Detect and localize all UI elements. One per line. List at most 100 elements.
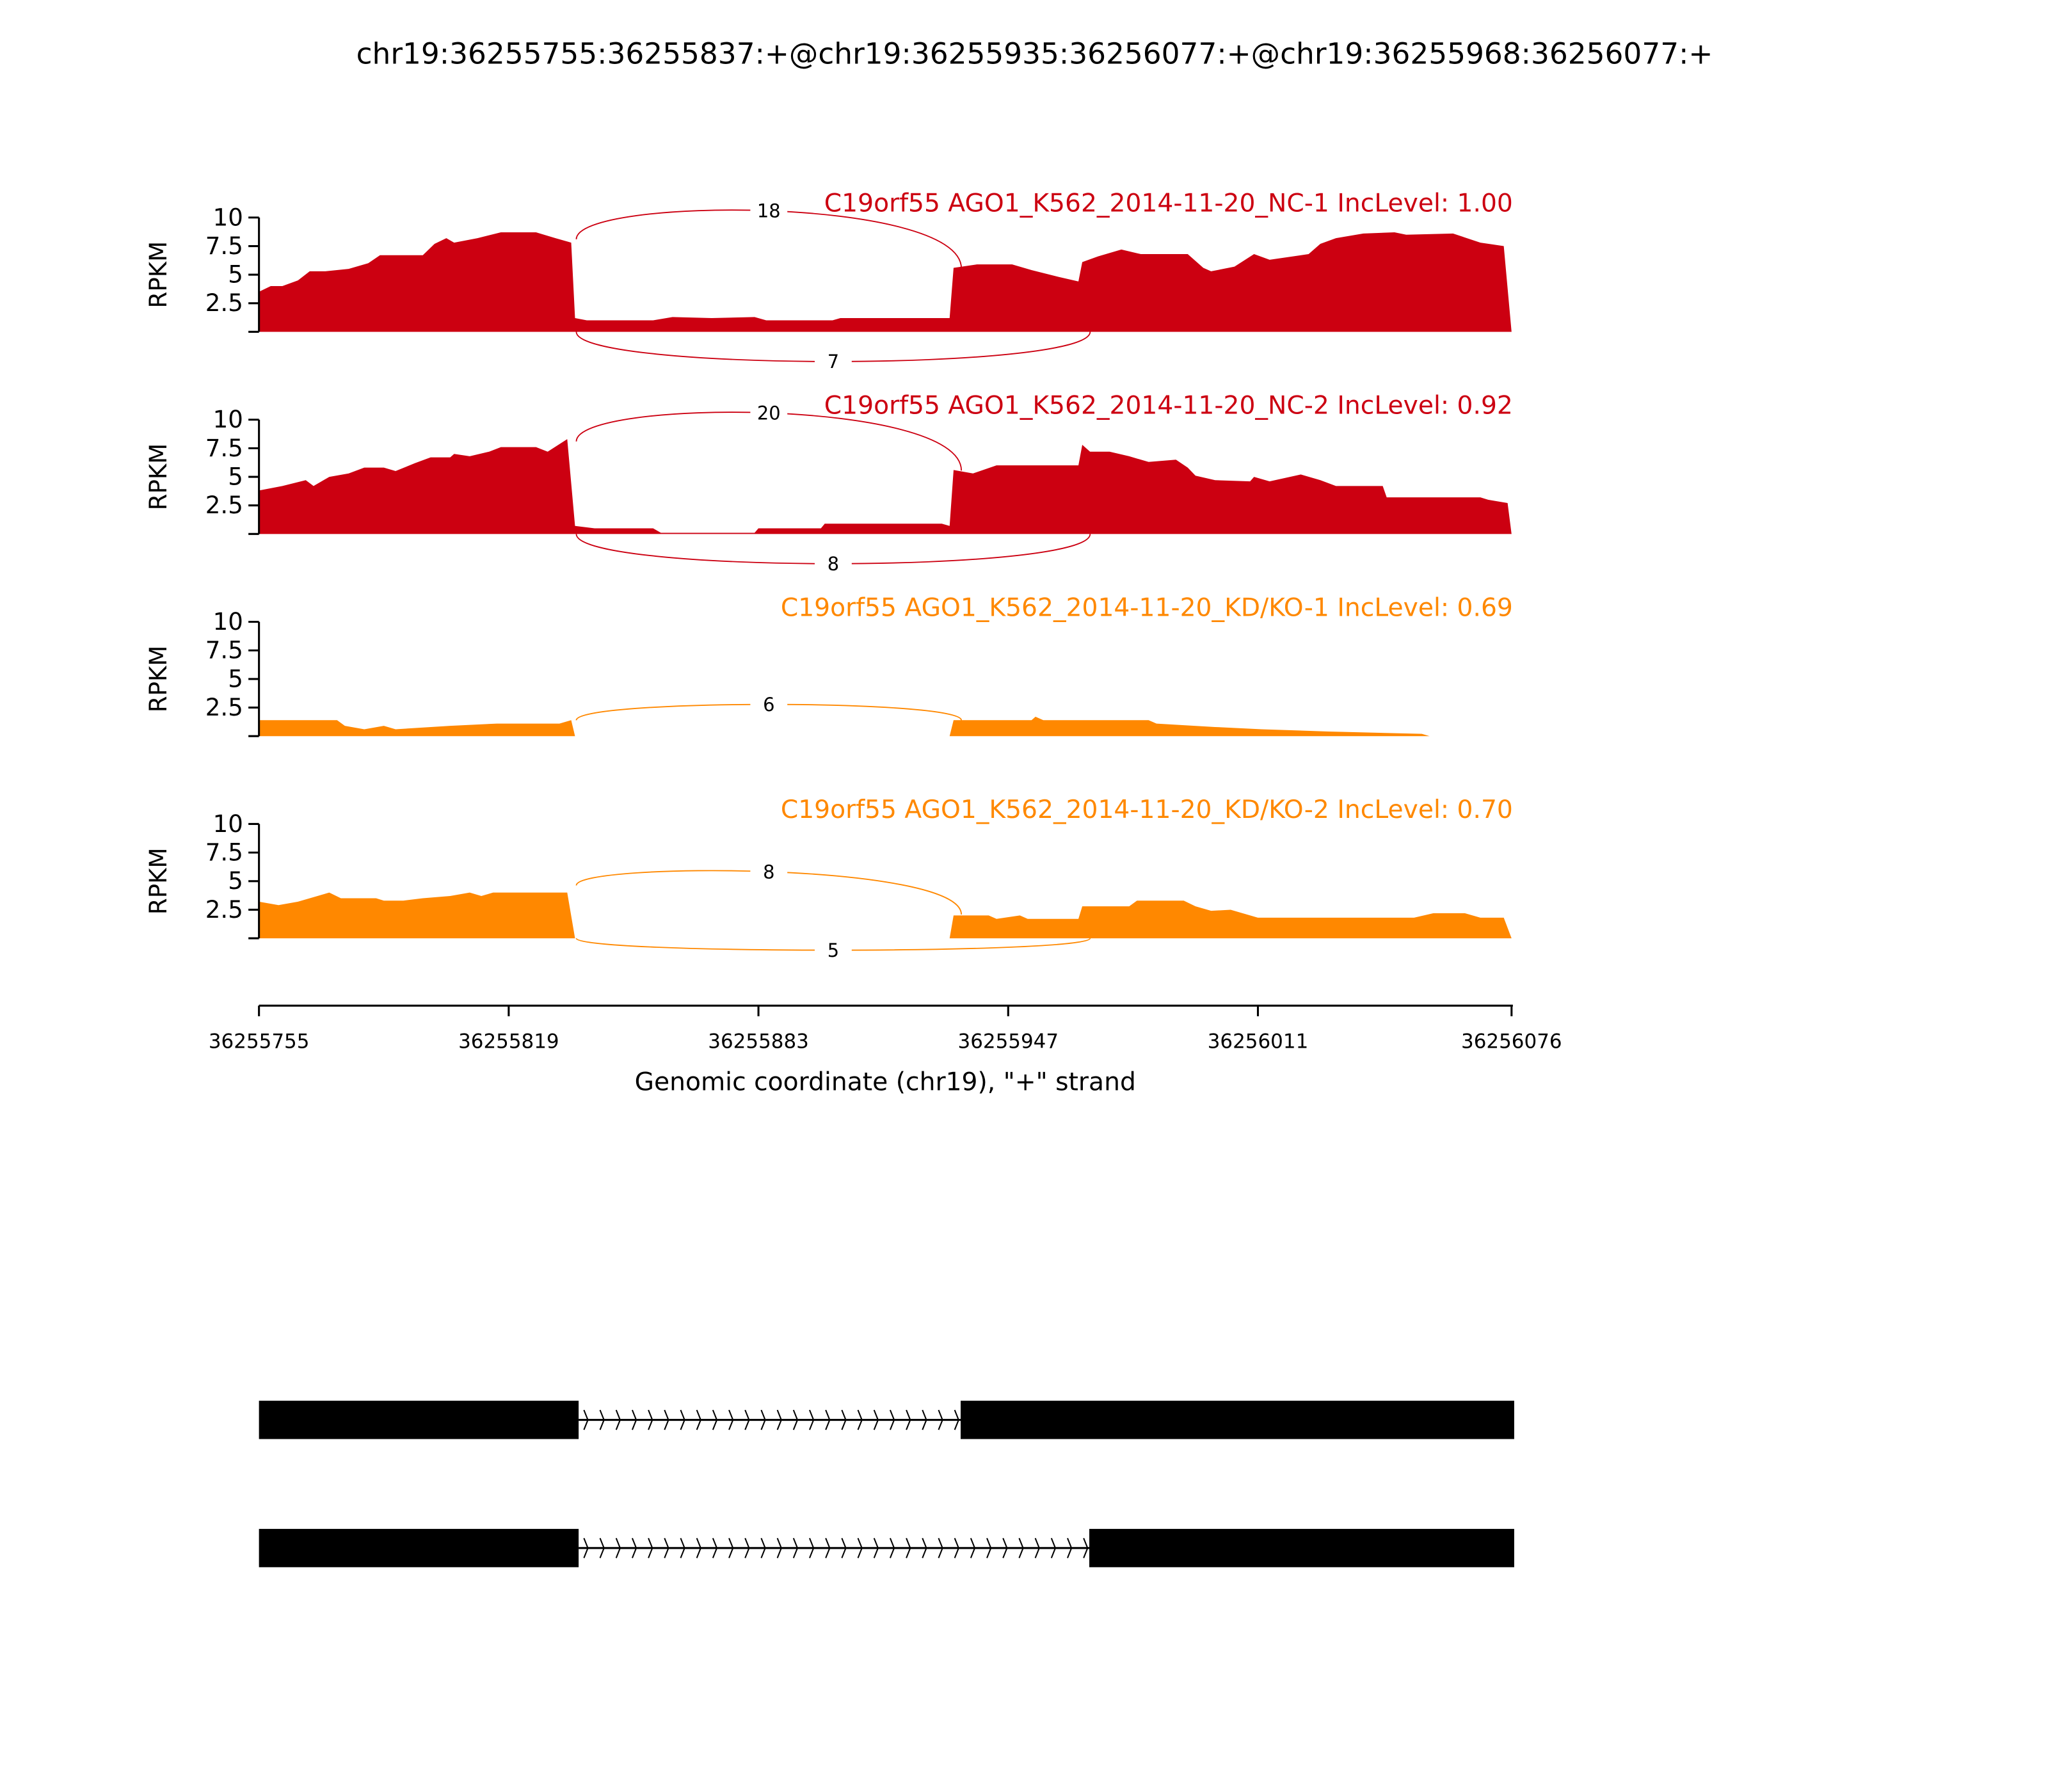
junction-label-bg <box>750 860 788 884</box>
junction-count-label: 8 <box>763 861 774 883</box>
strand-chevron-icon <box>664 1537 669 1558</box>
junction-count-label: 8 <box>828 553 839 575</box>
strand-chevron-icon <box>809 1409 815 1430</box>
junction-label-bg <box>750 198 788 223</box>
strand-chevron-icon <box>938 1409 943 1430</box>
strand-chevron-icon <box>873 1409 879 1430</box>
y-tick-label: 5 <box>228 665 243 692</box>
strand-chevron-icon <box>680 1537 685 1558</box>
strand-chevron-icon <box>906 1409 911 1430</box>
strand-chevron-icon <box>792 1409 799 1430</box>
strand-chevron-icon <box>631 1537 637 1558</box>
exon <box>259 1528 579 1567</box>
strand-chevron-icon <box>583 1409 589 1430</box>
exon <box>259 1400 579 1439</box>
x-tick-label: 36255755 <box>209 1030 310 1053</box>
strand-chevron-icon <box>728 1409 734 1430</box>
strand-chevron-icon <box>712 1537 718 1558</box>
junction-count-label: 5 <box>828 940 839 961</box>
strand-chevron-icon <box>1050 1537 1057 1558</box>
track-label: C19orf55 AGO1_K562_2014-11-20_KD/KO-2 In… <box>781 796 1513 824</box>
strand-chevron-icon <box>986 1537 992 1558</box>
y-tick-label: 2.5 <box>205 492 243 519</box>
strand-chevron-icon <box>583 1537 589 1558</box>
strand-chevron-icon <box>664 1409 669 1430</box>
isoform <box>259 1400 1514 1439</box>
strand-chevron-icon <box>938 1537 943 1558</box>
x-tick-label: 36255883 <box>708 1030 809 1053</box>
y-tick-label: 5 <box>228 261 243 289</box>
strand-chevron-icon <box>922 1537 927 1558</box>
strand-chevron-icon <box>1018 1537 1024 1558</box>
track-label: C19orf55 AGO1_K562_2014-11-20_KD/KO-1 In… <box>781 593 1513 622</box>
strand-chevron-icon <box>857 1409 863 1430</box>
strand-chevron-icon <box>857 1537 863 1558</box>
y-axis-label: RPKM <box>145 444 172 511</box>
coverage-area <box>259 232 1512 332</box>
coverage-area <box>259 892 1512 939</box>
strand-chevron-icon <box>889 1537 895 1558</box>
strand-chevron-icon <box>776 1537 782 1558</box>
strand-chevron-icon <box>744 1537 750 1558</box>
strand-chevron-icon <box>1067 1537 1073 1558</box>
strand-chevron-icon <box>809 1537 815 1558</box>
junction-label-bg <box>814 938 852 963</box>
strand-chevron-icon <box>841 1409 847 1430</box>
strand-chevron-icon <box>1083 1537 1089 1558</box>
strand-chevron-icon <box>1002 1537 1008 1558</box>
strand-chevron-icon <box>906 1537 911 1558</box>
y-axis-label: RPKM <box>145 847 172 915</box>
x-tick-label: 36255947 <box>958 1030 1059 1053</box>
chart-title: chr19:36255755:36255837:+@chr19:36255935… <box>356 36 1713 70</box>
junction-label-bg <box>814 349 852 374</box>
strand-chevron-icon <box>744 1409 750 1430</box>
strand-chevron-icon <box>760 1537 766 1558</box>
y-tick-label: 7.5 <box>205 435 243 462</box>
strand-chevron-icon <box>954 1537 959 1558</box>
strand-chevron-icon <box>599 1537 605 1558</box>
track-label: C19orf55 AGO1_K562_2014-11-20_NC-1 IncLe… <box>824 189 1513 218</box>
y-tick-label: 7.5 <box>205 232 243 260</box>
strand-chevron-icon <box>1034 1537 1040 1558</box>
strand-chevron-icon <box>680 1409 685 1430</box>
y-tick-label: 10 <box>213 608 243 636</box>
strand-chevron-icon <box>615 1409 621 1430</box>
y-tick-label: 7.5 <box>205 839 243 867</box>
y-tick-label: 10 <box>213 406 243 433</box>
junction-label-bg <box>814 552 852 576</box>
strand-chevron-icon <box>599 1409 605 1430</box>
junction-count-label: 7 <box>828 351 839 372</box>
isoform <box>259 1528 1514 1567</box>
x-tick-label: 36256076 <box>1461 1030 1562 1053</box>
strand-chevron-icon <box>922 1409 927 1430</box>
strand-chevron-icon <box>696 1537 701 1558</box>
x-axis-label: Genomic coordinate (chr19), "+" strand <box>635 1068 1136 1096</box>
strand-chevron-icon <box>970 1537 976 1558</box>
junction-label-bg <box>750 401 788 425</box>
strand-chevron-icon <box>873 1537 879 1558</box>
exon <box>1089 1528 1514 1567</box>
exon <box>961 1400 1514 1439</box>
strand-chevron-icon <box>631 1409 637 1430</box>
junction-count-label: 6 <box>763 694 774 716</box>
x-tick-label: 36256011 <box>1208 1030 1309 1053</box>
strand-chevron-icon <box>648 1537 653 1558</box>
strand-chevron-icon <box>615 1537 621 1558</box>
coverage-area <box>259 439 1512 534</box>
strand-chevron-icon <box>792 1537 799 1558</box>
junction-count-label: 18 <box>757 200 781 222</box>
strand-chevron-icon <box>954 1409 959 1430</box>
y-tick-label: 5 <box>228 463 243 490</box>
strand-chevron-icon <box>889 1409 895 1430</box>
junction-count-label: 20 <box>757 402 781 424</box>
junction-label-bg <box>750 692 788 717</box>
y-axis-label: RPKM <box>145 241 172 308</box>
strand-chevron-icon <box>728 1537 734 1558</box>
strand-chevron-icon <box>825 1537 831 1558</box>
strand-chevron-icon <box>841 1537 847 1558</box>
y-tick-label: 2.5 <box>205 896 243 924</box>
